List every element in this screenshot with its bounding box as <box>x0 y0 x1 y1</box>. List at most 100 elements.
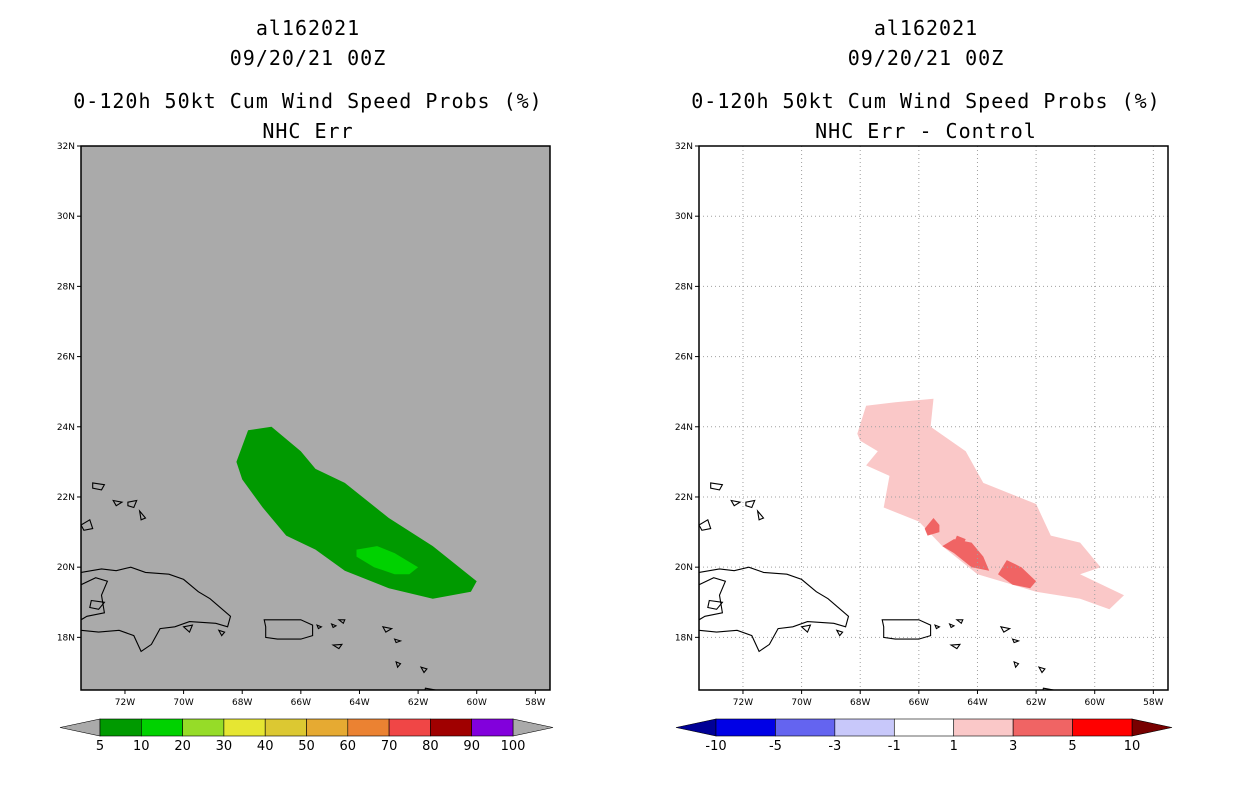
y-tick-label: 28N <box>57 282 75 292</box>
y-tick-label: 26N <box>57 353 75 363</box>
coastline <box>395 660 402 669</box>
colorbar-low-arrow <box>59 718 101 737</box>
coastline <box>710 482 724 491</box>
colorbar-1: 5 10 20 30 40 50 60 70 80 90 100 <box>59 718 554 754</box>
contour-5-10-0 <box>236 426 477 599</box>
plot-frame <box>80 145 551 691</box>
x-tick-label: 62W <box>408 698 428 708</box>
colorbar-label: 70 <box>381 739 398 754</box>
coastline <box>138 509 147 521</box>
colorbar-label: 10 <box>1124 739 1141 754</box>
colorbar-label: 50 <box>298 739 315 754</box>
panel-2-datetime: 09/20/21 00Z <box>847 46 1005 70</box>
coastline <box>1011 638 1021 644</box>
colorbar-label: 90 <box>463 739 480 754</box>
y-tick-label: 32N <box>57 142 75 152</box>
y-tick-label: 22N <box>675 493 693 503</box>
colorbar-swatch <box>953 718 1014 737</box>
x-tick-label: 58W <box>525 698 545 708</box>
coastline <box>81 566 232 653</box>
colorbar-label: 30 <box>216 739 233 754</box>
coastline <box>182 624 194 634</box>
x-tick-label: 60W <box>1085 698 1105 708</box>
y-tick-label: 32N <box>675 142 693 152</box>
colorbar-2: -10 -5 -3 -1 1 3 5 10 <box>675 718 1173 754</box>
coastline <box>1013 660 1020 669</box>
colorbar-swatch <box>264 718 307 737</box>
colorbar-label: 5 <box>96 739 104 754</box>
colorbar-high-arrow <box>512 718 554 737</box>
coastline <box>699 566 850 653</box>
panel-2-storm-id: al162021 <box>873 16 979 40</box>
y-tick-label: 26N <box>675 353 693 363</box>
x-tick-label: 66W <box>291 698 311 708</box>
colorbar-label: -3 <box>828 739 841 754</box>
y-tick-label: 18N <box>675 633 693 643</box>
y-tick-label: 24N <box>57 423 75 433</box>
colorbar-low-arrow <box>675 718 717 737</box>
coastline <box>707 599 724 610</box>
panel-1-storm-id: al162021 <box>255 16 361 40</box>
coastline <box>419 666 428 674</box>
coastline <box>1037 666 1046 674</box>
x-tick-label: 68W <box>232 698 252 708</box>
coastline <box>948 622 956 629</box>
colorbar-swatch <box>430 718 472 737</box>
x-tick-label: 72W <box>115 698 135 708</box>
colorbar-label: 3 <box>1009 739 1017 754</box>
colorbar-swatch <box>347 718 390 737</box>
coastline <box>835 629 844 637</box>
y-tick-label: 30N <box>57 212 75 222</box>
contour-10-20-1 <box>356 546 419 575</box>
y-tick-label: 22N <box>57 493 75 503</box>
panel-2-title: 0-120h 50kt Cum Wind Speed Probs (%) <box>691 89 1161 113</box>
coastline <box>89 599 106 610</box>
y-tick-label: 20N <box>57 563 75 573</box>
contour-3-5-4 <box>954 535 966 547</box>
panel-2-subtitle: NHC Err - Control <box>815 119 1037 143</box>
coastline <box>949 643 962 650</box>
coastline <box>756 509 765 521</box>
coastline <box>745 499 756 509</box>
colorbar-swatch <box>182 718 225 737</box>
y-tick-label: 28N <box>675 282 693 292</box>
panel-1-title: 0-120h 50kt Cum Wind Speed Probs (%) <box>73 89 543 113</box>
coastline <box>381 626 394 633</box>
plot-frame <box>698 145 1169 691</box>
colorbar-label: -5 <box>769 739 782 754</box>
coastline <box>331 643 344 650</box>
coastline <box>434 697 441 704</box>
plot-background <box>81 146 550 690</box>
x-tick-label: 66W <box>909 698 929 708</box>
colorbar-label: -10 <box>705 739 726 754</box>
y-tick-label: 30N <box>675 212 693 222</box>
x-tick-label: 70W <box>791 698 811 708</box>
colorbar-label: 10 <box>133 739 150 754</box>
colorbar-swatch <box>834 718 895 737</box>
colorbar-swatch <box>141 718 183 737</box>
coastline <box>127 499 138 509</box>
colorbar-swatch <box>99 718 142 737</box>
colorbar-label: 20 <box>174 739 191 754</box>
colorbar-label: -1 <box>888 739 901 754</box>
panel-1-datetime: 09/20/21 00Z <box>229 46 387 70</box>
coastline <box>316 624 323 630</box>
y-tick-label: 18N <box>57 633 75 643</box>
colorbar-swatch <box>1072 718 1133 737</box>
contour-3-5-3 <box>924 518 940 536</box>
colorbar-swatch <box>223 718 266 737</box>
panel-1-subtitle: NHC Err <box>262 119 354 143</box>
colorbar-high-arrow <box>1131 718 1173 737</box>
coastline <box>881 619 932 640</box>
coastline <box>730 499 742 507</box>
x-tick-label: 64W <box>967 698 987 708</box>
y-tick-label: 24N <box>675 423 693 433</box>
colorbar-swatch <box>715 718 776 737</box>
colorbar-swatch <box>471 718 514 737</box>
coastline <box>1052 697 1059 704</box>
map-panel-2: 72W 70W 68W 66W 64W 62W 60W 58W 18N 20N 22N 24N 26N 2… <box>675 142 1169 708</box>
plot-background <box>699 146 1168 690</box>
coastline <box>999 626 1012 633</box>
coastline <box>217 629 226 637</box>
